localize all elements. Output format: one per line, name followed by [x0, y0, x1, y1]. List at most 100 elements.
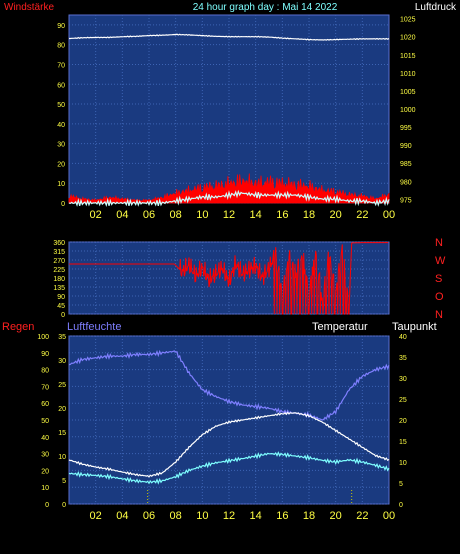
right-tick-label-1: 1010	[400, 71, 416, 78]
left-tick-label-3b: 10	[58, 454, 66, 461]
right-tick-label-1: 1025	[400, 17, 416, 24]
x-tick-label-1: 18	[303, 209, 315, 221]
x-tick-label-3: 00	[383, 510, 395, 522]
right-tick-label-3: 25	[399, 397, 407, 404]
header-luftfeuchte: Luftfeuchte	[67, 321, 121, 333]
left-tick-label-2: 90	[57, 294, 65, 301]
left-tick-label-3: 0	[45, 502, 49, 509]
right-tick-label-1: 1015	[400, 53, 416, 60]
left-tick-label-3: 40	[41, 435, 49, 442]
left-tick-label-1: 40	[57, 122, 65, 129]
direction-letter: O	[435, 291, 444, 303]
left-tick-label-2: 135	[53, 285, 65, 292]
x-tick-label-1: 20	[330, 209, 342, 221]
header-left-title: Windstärke	[4, 2, 54, 13]
right-tick-label-1: 995	[400, 125, 412, 132]
direction-letter: S	[435, 273, 442, 285]
left-tick-label-3b: 5	[62, 478, 66, 485]
left-tick-label-3: 90	[41, 351, 49, 358]
right-tick-label-3: 5	[399, 481, 403, 488]
left-tick-label-3b: 15	[58, 430, 66, 437]
x-tick-label-1: 04	[116, 209, 128, 221]
left-tick-label-1: 90	[57, 23, 65, 30]
right-tick-label-1: 1005	[400, 89, 416, 96]
x-tick-label-1: 02	[90, 209, 102, 221]
right-tick-label-3: 20	[399, 418, 407, 425]
x-tick-label-3: 16	[276, 510, 288, 522]
series-wind-avg	[68, 189, 390, 207]
left-tick-label-2: 270	[53, 258, 65, 265]
series-pressure	[69, 33, 390, 41]
left-tick-label-1: 20	[57, 161, 65, 168]
left-tick-label-2: 225	[53, 267, 65, 274]
left-tick-label-3b: 20	[58, 406, 66, 413]
left-tick-label-1: 30	[57, 142, 65, 149]
x-tick-label-1: 08	[170, 209, 182, 221]
left-tick-label-3: 20	[41, 468, 49, 475]
right-tick-label-3: 35	[399, 355, 407, 362]
series-gusts	[68, 173, 390, 204]
right-tick-label-3: 10	[399, 460, 407, 467]
right-tick-label-3: 15	[399, 439, 407, 446]
right-tick-label-3: 40	[399, 334, 407, 341]
left-tick-label-1: 0	[61, 201, 65, 208]
x-tick-label-1: 10	[196, 209, 208, 221]
left-tick-label-3b: 0	[62, 502, 66, 509]
x-tick-label-3: 12	[223, 510, 235, 522]
left-tick-label-2: 180	[53, 276, 65, 283]
left-tick-label-2: 360	[53, 240, 65, 247]
left-tick-label-3: 10	[41, 485, 49, 492]
left-tick-label-3: 100	[37, 334, 49, 341]
left-tick-label-3: 30	[41, 452, 49, 459]
header-regen: Regen	[2, 321, 34, 333]
x-tick-label-3: 22	[356, 510, 368, 522]
series-dewpoint	[68, 451, 390, 485]
x-tick-label-1: 00	[383, 209, 395, 221]
left-tick-label-1: 10	[57, 181, 65, 188]
x-tick-label-1: 14	[250, 209, 262, 221]
x-tick-label-1: 06	[143, 209, 155, 221]
right-tick-label-1: 990	[400, 143, 412, 150]
left-tick-label-1: 80	[57, 43, 65, 50]
right-tick-label-1: 1000	[400, 107, 416, 114]
series-temperature	[68, 411, 390, 478]
right-tick-label-1: 985	[400, 161, 412, 168]
x-tick-label-1: 12	[223, 209, 235, 221]
right-tick-label-3: 0	[399, 502, 403, 509]
left-tick-label-3b: 30	[58, 358, 66, 365]
x-tick-label-1: 16	[276, 209, 288, 221]
left-tick-label-1: 60	[57, 82, 65, 89]
x-tick-label-3: 02	[90, 510, 102, 522]
left-tick-label-3: 70	[41, 384, 49, 391]
header-temperatur: Temperatur	[312, 321, 368, 333]
left-tick-label-3b: 25	[58, 382, 66, 389]
direction-letter: N	[435, 309, 443, 321]
x-tick-label-3: 10	[196, 510, 208, 522]
left-tick-label-2: 45	[57, 303, 65, 310]
left-tick-label-3: 60	[41, 401, 49, 408]
x-tick-label-1: 22	[356, 209, 368, 221]
series-humidity	[68, 349, 390, 421]
direction-letter: W	[435, 255, 446, 267]
header-center-title: 24 hour graph day : Mai 14 2022	[193, 2, 338, 13]
x-tick-label-3: 04	[116, 510, 128, 522]
left-tick-label-3: 80	[41, 368, 49, 375]
right-tick-label-3: 30	[399, 376, 407, 383]
x-tick-label-3: 20	[330, 510, 342, 522]
left-tick-label-3: 50	[41, 418, 49, 425]
x-tick-label-3: 08	[170, 510, 182, 522]
direction-letter: N	[435, 237, 443, 249]
x-tick-label-3: 06	[143, 510, 155, 522]
left-tick-label-3b: 35	[58, 334, 66, 341]
right-tick-label-1: 975	[400, 197, 412, 204]
right-tick-label-1: 1020	[400, 35, 416, 42]
header-taupunkt: Taupunkt	[392, 321, 437, 333]
header-right-title: Luftdruck	[415, 2, 457, 13]
left-tick-label-2: 315	[53, 249, 65, 256]
right-tick-label-1: 980	[400, 179, 412, 186]
left-tick-label-1: 70	[57, 62, 65, 69]
series-wind-direction	[69, 242, 389, 315]
x-tick-label-3: 14	[250, 510, 262, 522]
x-tick-label-3: 18	[303, 510, 315, 522]
